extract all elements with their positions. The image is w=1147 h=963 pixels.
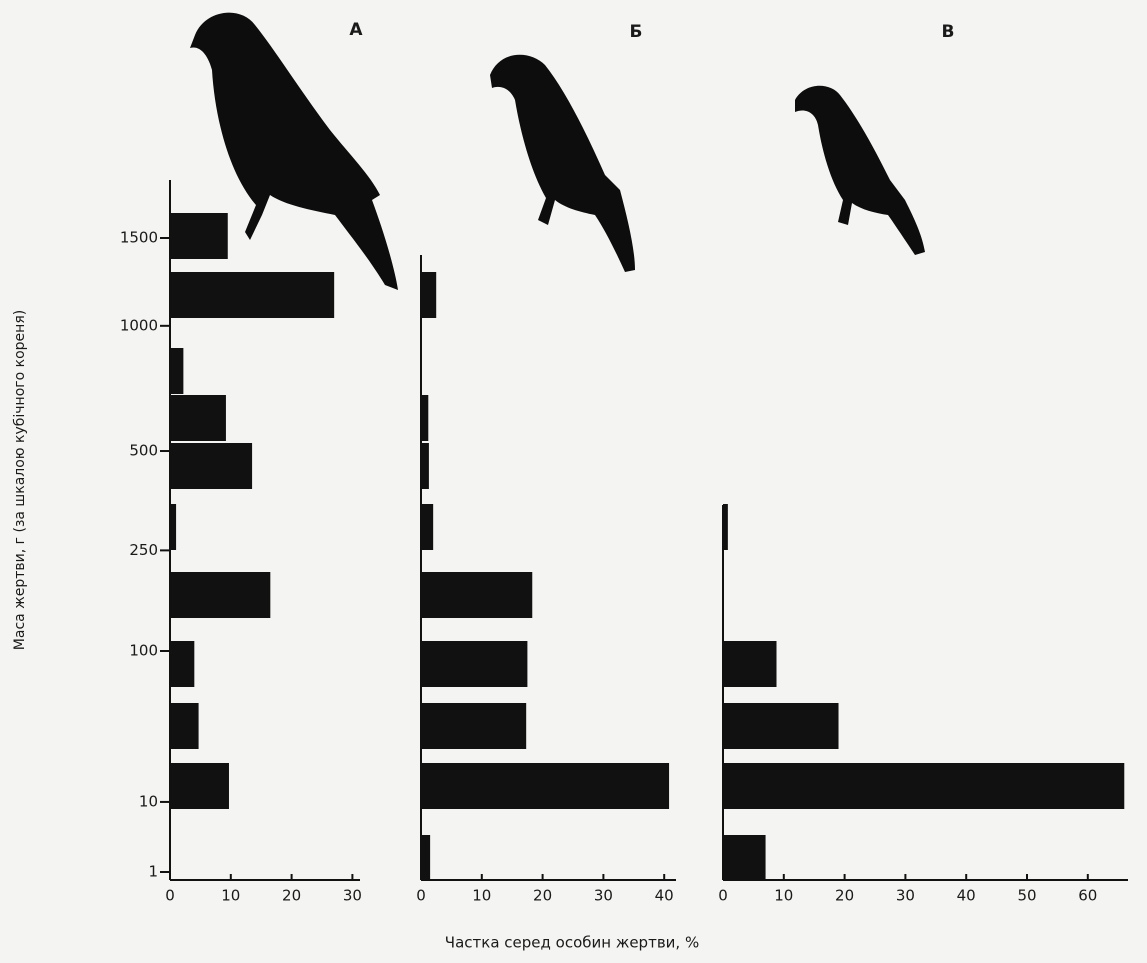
- bar: [170, 443, 253, 489]
- bar: [170, 213, 228, 259]
- bar: [170, 763, 229, 809]
- bar: [421, 272, 437, 318]
- bar: [723, 703, 839, 749]
- bar: [723, 763, 1125, 809]
- bar: [170, 703, 199, 749]
- bar: [421, 504, 434, 550]
- bird-a: [190, 12, 398, 290]
- bar: [723, 835, 766, 881]
- x-axis-label: Частка серед особин жертви, %: [445, 934, 699, 952]
- bar: [421, 641, 528, 687]
- bar: [421, 835, 431, 881]
- x-tick-label: 60: [1078, 887, 1097, 905]
- panel-title: Б: [630, 22, 643, 42]
- y-axis-label: Маса жертви, г (за шкалою кубічного коре…: [12, 310, 28, 650]
- bird-b: [490, 54, 635, 272]
- x-tick-label: 10: [774, 887, 793, 905]
- x-tick-label: 10: [221, 887, 240, 905]
- bar: [170, 348, 184, 394]
- bar: [170, 572, 271, 618]
- y-tick-label: 250: [129, 541, 158, 559]
- bird-c: [795, 85, 925, 255]
- x-tick-label: 20: [835, 887, 854, 905]
- x-tick-label: 30: [343, 887, 362, 905]
- y-tick-label: 100: [129, 642, 158, 660]
- x-tick-label: 30: [896, 887, 915, 905]
- panel-title: А: [349, 20, 363, 40]
- bar: [421, 572, 533, 618]
- x-tick-label: 40: [655, 887, 674, 905]
- bar: [723, 504, 728, 550]
- y-tick-label: 500: [129, 442, 158, 460]
- bar: [723, 641, 777, 687]
- bar: [170, 641, 195, 687]
- panel-title: В: [942, 22, 955, 42]
- bar: [421, 763, 670, 809]
- x-tick-label: 0: [165, 887, 175, 905]
- x-tick-label: 20: [533, 887, 552, 905]
- x-tick-label: 0: [416, 887, 426, 905]
- bar: [170, 272, 335, 318]
- y-tick-label: 1500: [120, 229, 158, 247]
- bar: [421, 443, 429, 489]
- x-tick-label: 0: [718, 887, 728, 905]
- x-tick-label: 50: [1017, 887, 1036, 905]
- bird-silhouettes: [190, 12, 925, 290]
- bar: [421, 703, 527, 749]
- x-tick-label: 20: [282, 887, 301, 905]
- bar: [170, 504, 177, 550]
- y-tick-label: 1000: [120, 316, 158, 334]
- y-tick-label: 1: [148, 863, 158, 881]
- x-tick-label: 40: [957, 887, 976, 905]
- y-tick-label: 10: [139, 792, 158, 810]
- bar: [421, 395, 429, 441]
- x-tick-label: 10: [472, 887, 491, 905]
- bar: [170, 395, 226, 441]
- x-tick-label: 30: [594, 887, 613, 905]
